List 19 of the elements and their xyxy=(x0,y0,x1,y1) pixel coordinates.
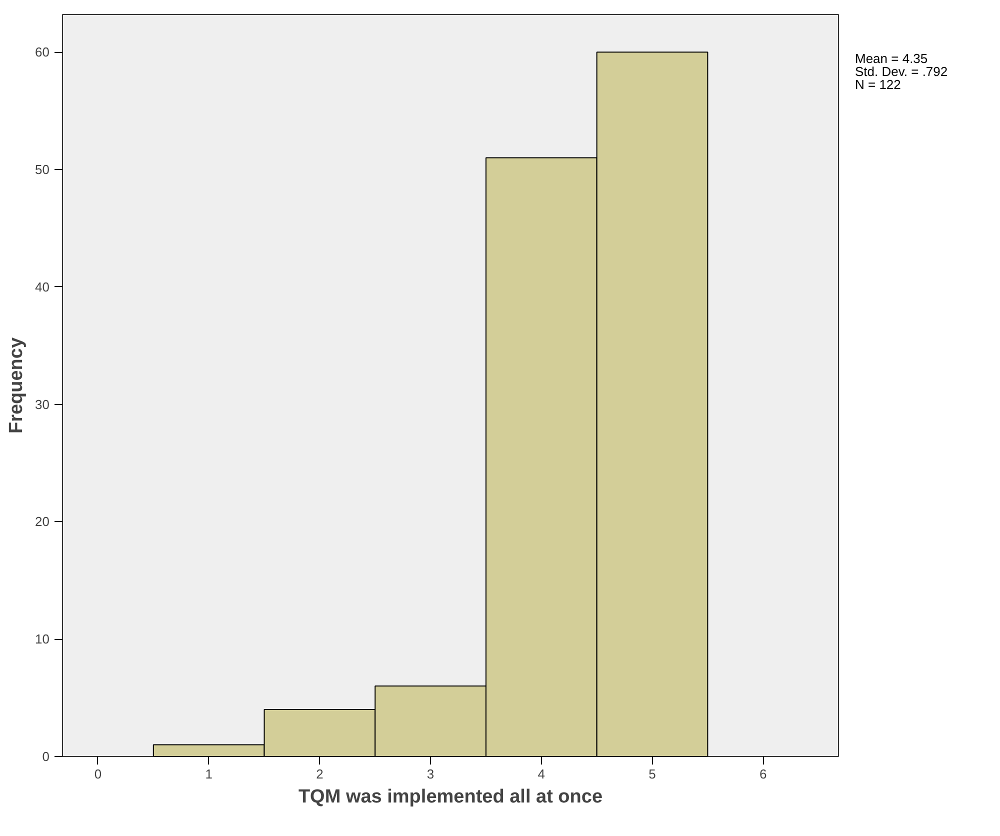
y-tick-label: 50 xyxy=(35,162,50,177)
x-axis-title: TQM was implemented all at once xyxy=(298,786,603,808)
x-tick-label: 0 xyxy=(94,766,102,782)
x-tick-label: 3 xyxy=(426,766,434,782)
x-tick-label: 1 xyxy=(205,766,212,782)
y-axis-title: Frequency xyxy=(6,337,28,434)
x-tick-label: 5 xyxy=(648,766,656,782)
x-tick-label: 4 xyxy=(538,766,546,782)
x-tick-label: 6 xyxy=(760,766,767,782)
y-tick-label: 30 xyxy=(35,396,50,412)
text: Mean = 4.35 xyxy=(855,51,928,66)
x-tick-label: 2 xyxy=(316,766,324,782)
y-tick-label: 20 xyxy=(35,514,50,530)
y-tick-label: 0 xyxy=(42,749,50,764)
y-tick-label: 40 xyxy=(35,279,50,294)
y-tick-label: 10 xyxy=(35,632,50,647)
y-tick-label: 60 xyxy=(35,44,50,60)
text: Std. Dev. = .792 xyxy=(855,64,948,79)
text: N = 122 xyxy=(855,77,901,92)
